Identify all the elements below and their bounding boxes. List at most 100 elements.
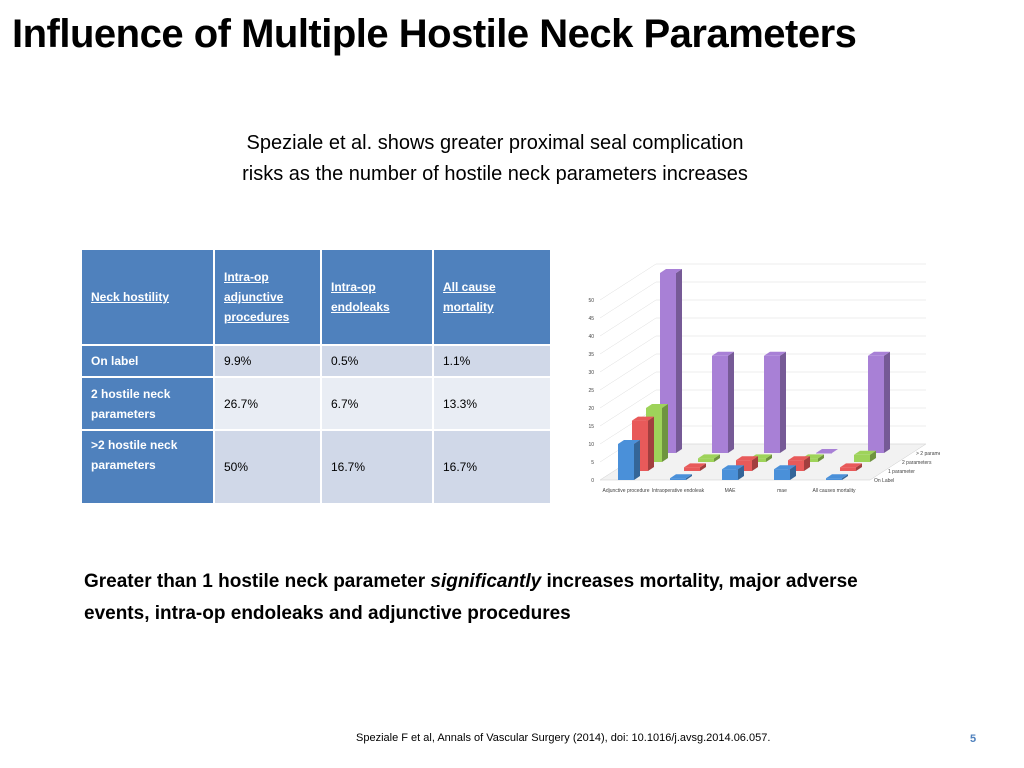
bar-side [870,450,876,462]
legend-label: On Label [874,478,894,484]
bar-top [854,450,876,455]
bar [868,355,884,453]
cell: 1.1% [432,344,552,378]
grid-line [599,263,657,301]
page-number: 5 [970,733,977,745]
bar-side [662,404,668,462]
cell: 16.7% [432,429,552,505]
grid-line [599,353,657,391]
grid-line [599,335,657,373]
bar [698,458,714,462]
bar [712,355,728,453]
header-cell: Neck hostility [80,248,215,346]
y-tick-label: 30 [588,370,594,376]
data-table: Neck hostility Intra-op adjunctive proce… [80,248,552,505]
y-tick-label: 20 [588,406,594,412]
cell: 6.7% [320,376,434,431]
bar-top [840,463,862,468]
bar [840,467,856,471]
bar-side [738,465,744,480]
subtitle-line: Speziale et al. shows greater proximal s… [246,132,744,154]
bar-side [686,474,692,480]
grid-line [599,317,657,355]
bar-top [868,351,890,356]
cell: 2 hostile neck parameters [80,376,215,431]
bar-top [712,351,734,356]
y-tick-label: 0 [591,478,594,484]
bar [816,453,832,454]
x-tick-label: All causes mortality [812,488,856,494]
bar-top [826,474,848,479]
bar-side [634,440,640,480]
y-tick-label: 5 [591,460,594,466]
grid-line [599,299,657,337]
bar-side [884,351,890,453]
bar [854,454,870,462]
header-cell: Intra-op adjunctive procedures [213,248,322,346]
bar-side [780,351,786,453]
bar-top [632,416,654,421]
y-tick-label: 10 [588,442,594,448]
row: >2 hostile neck parameters 50% 16.7% 16.7% [80,429,552,505]
text: Greater than 1 hostile neck parameter [84,571,431,592]
y-tick-label: 15 [588,424,594,430]
grid-line [599,281,657,319]
bar-side [766,454,772,462]
y-tick-label: 50 [588,298,594,304]
bar-side [790,465,796,480]
bar-side [714,454,720,462]
cell: 0.5% [320,344,434,378]
bar [764,355,780,453]
bar-top [646,404,668,408]
bar [618,444,634,480]
legend-label: 1 parameter [888,469,915,475]
cell: 50% [213,429,322,505]
bar-side [648,416,654,471]
y-tick-label: 40 [588,334,594,340]
chart: 0 5 10 15 20 25 30 35 40 45 50 > 2 parameters 2 para… [588,263,940,494]
grid-line [599,389,657,427]
bar-side [728,351,734,453]
x-tick-label: Intraoperative endoleak [652,488,705,494]
cell: On label [80,344,215,378]
cell: 16.7% [320,429,434,505]
bar-top [722,465,744,470]
bar-top [764,351,786,356]
header-cell: All cause mortality [432,248,552,346]
bar-side [856,463,862,471]
y-tick-label: 35 [588,352,594,358]
bar-top [670,474,692,479]
bar-side [842,474,848,480]
bar-side [804,456,810,471]
emphasis: significantly [430,571,542,592]
text: increases mortality, major adverse event… [84,571,858,624]
slide-title: Influence of Multiple Hostile Neck Param… [12,12,857,56]
cell: 13.3% [432,376,552,431]
bar-top [816,449,838,453]
bar [670,478,686,480]
row: On label 9.9% 0.5% 1.1% [80,344,552,378]
bar-side [752,456,758,471]
x-tick-label: MAE [725,488,737,494]
subtitle: Speziale et al. shows greater proximal s… [150,128,840,190]
cell: 9.9% [213,344,322,378]
y-tick-label: 25 [588,388,594,394]
cell: >2 hostile neck parameters [80,429,215,505]
bar-top [698,454,720,459]
bar-top [774,465,796,470]
conclusion: Greater than 1 hostile neck parameter si… [84,566,924,630]
bar-side [700,463,706,471]
bar [826,478,842,480]
bar [684,467,700,471]
bar-side [818,454,824,462]
legend-label: > 2 parameters [916,451,940,457]
y-tick-label: 45 [588,316,594,322]
bar-side [676,269,682,453]
subtitle-line: risks as the number of hostile neck para… [242,163,748,185]
cell: 26.7% [213,376,322,431]
legend-label: 2 parameters [902,460,932,466]
bar [722,469,738,480]
bar-top [618,440,640,444]
citation: Speziale F et al, Annals of Vascular Sur… [356,732,771,744]
header-cell: Intra-op endoleaks [320,248,434,346]
